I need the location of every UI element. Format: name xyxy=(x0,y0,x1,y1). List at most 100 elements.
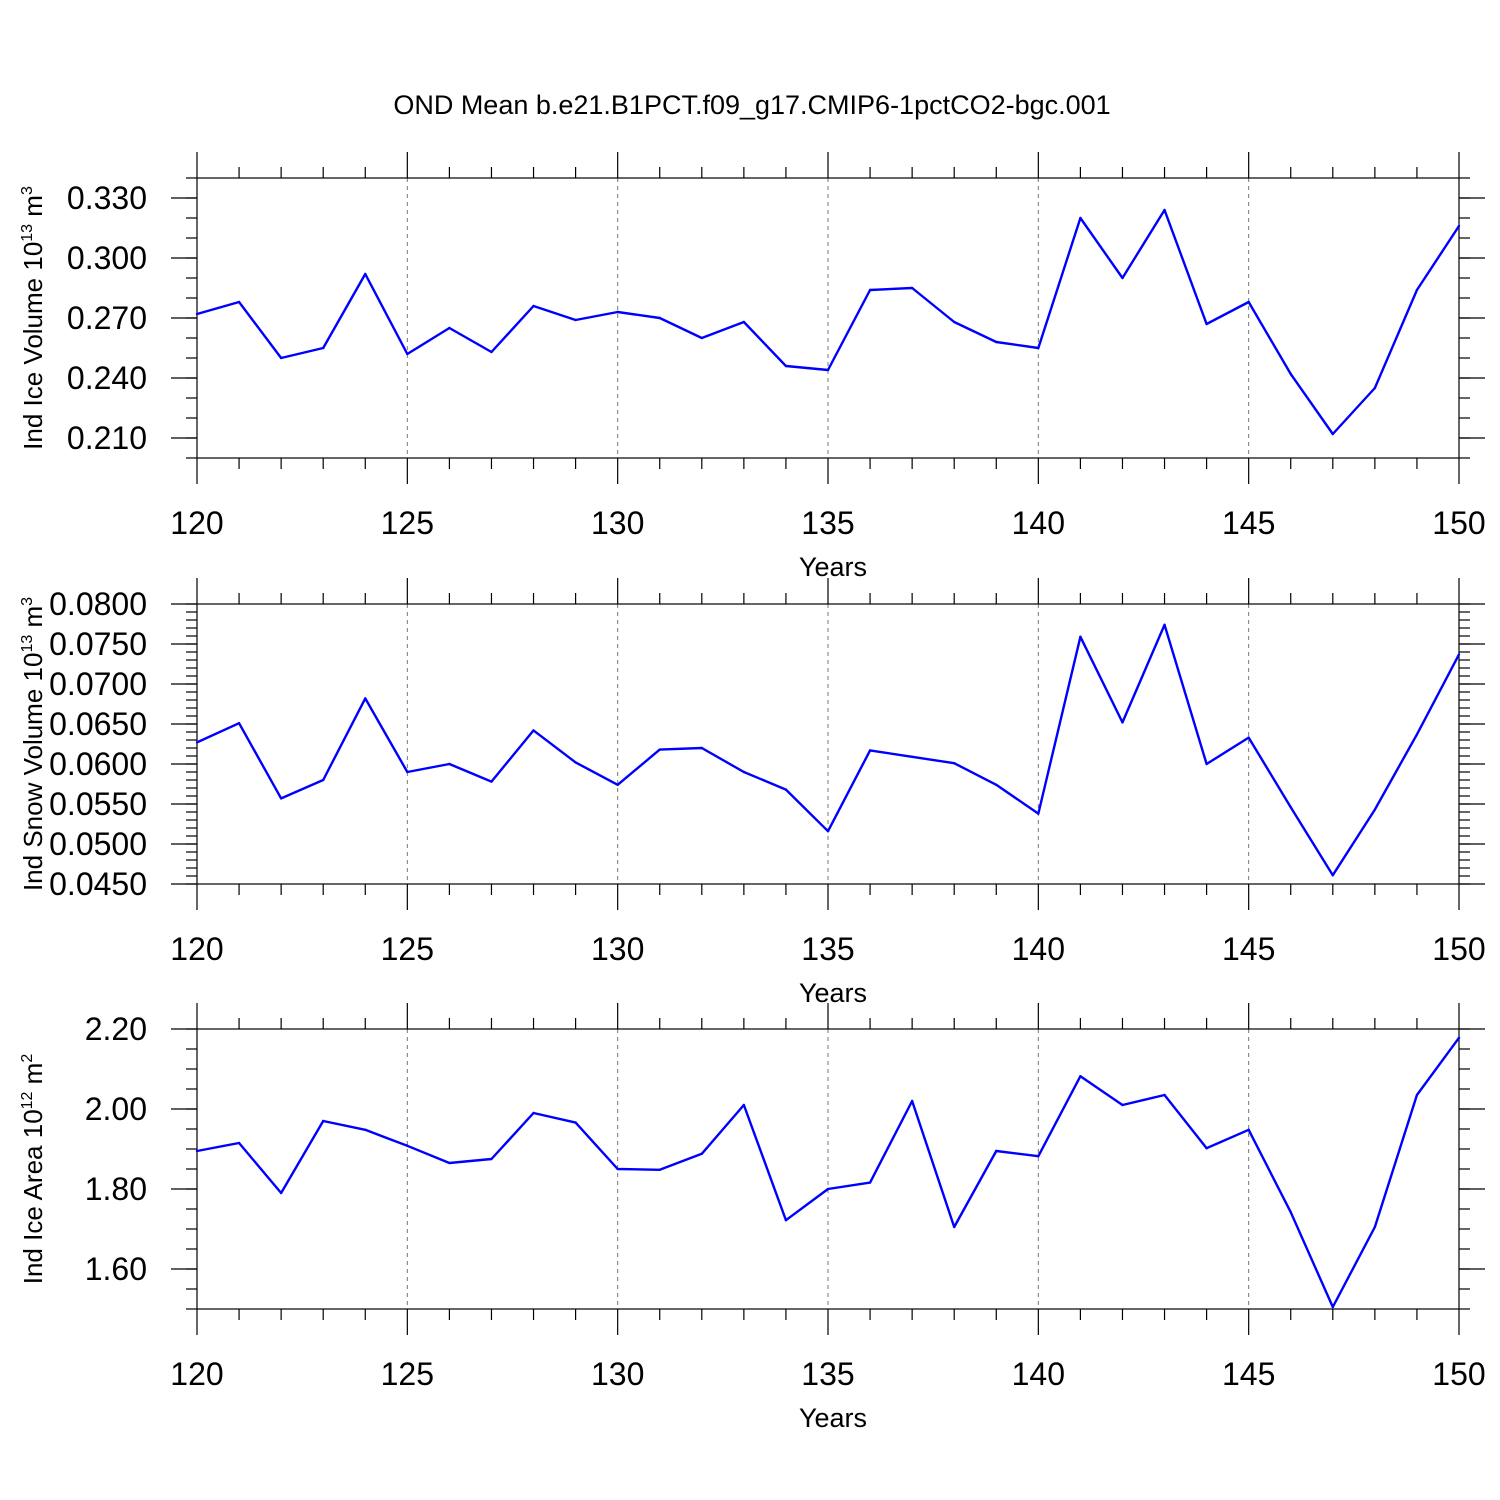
x-tick-label: 140 xyxy=(1012,1356,1065,1392)
y-tick-label: 1.80 xyxy=(85,1171,147,1207)
data-point xyxy=(784,364,788,368)
data-point xyxy=(616,1167,619,1171)
x-tick-label: 145 xyxy=(1222,505,1275,541)
data-point xyxy=(195,312,199,316)
data-point xyxy=(616,310,619,314)
data-point xyxy=(868,749,872,752)
data-point xyxy=(322,778,325,782)
data-point xyxy=(1457,1036,1461,1040)
x-axis-label: Years xyxy=(799,552,867,582)
data-point xyxy=(574,761,577,764)
data-point xyxy=(742,1103,746,1107)
data-point xyxy=(364,697,367,700)
x-tick-label: 150 xyxy=(1432,931,1485,967)
x-tick-label: 145 xyxy=(1222,931,1275,967)
data-point xyxy=(616,783,619,786)
x-tick-label: 130 xyxy=(591,505,644,541)
data-point xyxy=(658,1168,661,1172)
data-point xyxy=(1163,1093,1166,1097)
data-point xyxy=(700,336,703,340)
x-tick-label: 150 xyxy=(1432,1356,1485,1392)
data-point xyxy=(448,1161,451,1165)
x-tick-label: 125 xyxy=(381,931,434,967)
data-point xyxy=(406,770,409,774)
data-point xyxy=(1373,1225,1377,1229)
data-point xyxy=(910,286,914,290)
chart-title: OND Mean b.e21.B1PCT.f09_g17.CMIP6-1pctC… xyxy=(393,90,1110,120)
y-tick-label: 0.300 xyxy=(67,240,147,276)
y-tick-label: 0.330 xyxy=(67,180,147,216)
panel-1: 120 125 130 135 140 145 150 Years 0.210 0.240 0.27… xyxy=(18,152,1486,582)
data-point xyxy=(1289,806,1292,809)
x-tick-label: 125 xyxy=(381,1356,434,1392)
y-tick-label: 0.0800 xyxy=(49,586,147,622)
x-tick-label: 130 xyxy=(591,1356,644,1392)
data-point xyxy=(364,1128,367,1132)
data-point xyxy=(1457,224,1461,228)
data-point xyxy=(574,1121,577,1124)
data-point xyxy=(953,1225,956,1229)
y-axis-label: Ind Ice Area 1012 m2 xyxy=(18,1054,48,1285)
x-tick-label: 140 xyxy=(1012,505,1065,541)
data-point xyxy=(237,722,241,725)
data-point xyxy=(532,1111,535,1115)
data-point xyxy=(1247,1128,1250,1132)
data-point xyxy=(1331,874,1335,877)
data-point xyxy=(490,1157,493,1161)
data-point xyxy=(995,340,998,344)
y-tick-label: 0.270 xyxy=(67,300,147,336)
data-point xyxy=(1205,762,1208,766)
data-point xyxy=(1415,1093,1419,1097)
data-point xyxy=(279,1191,283,1195)
data-point xyxy=(195,741,199,744)
data-point xyxy=(868,288,872,292)
y-tick-label: 0.210 xyxy=(67,420,147,456)
data-point xyxy=(1331,432,1335,436)
y-tick-label: 0.0550 xyxy=(49,786,147,822)
x-tick-label: 135 xyxy=(801,1356,854,1392)
x-axis-label: Years xyxy=(799,978,867,1008)
x-tick-label: 145 xyxy=(1222,1356,1275,1392)
data-point xyxy=(1121,276,1124,280)
data-point xyxy=(742,320,746,324)
x-tick-label: 120 xyxy=(170,931,223,967)
data-point xyxy=(1121,721,1124,724)
data-point xyxy=(658,316,661,320)
y-axis-label: Ind Ice Volume 1013 m3 xyxy=(18,186,48,450)
y-tick-label: 0.240 xyxy=(67,360,147,396)
data-point xyxy=(1415,288,1419,292)
data-point xyxy=(742,770,746,774)
x-tick-label: 120 xyxy=(170,505,223,541)
x-tick-label: 140 xyxy=(1012,931,1065,967)
data-point xyxy=(1037,346,1040,350)
data-point xyxy=(658,748,661,751)
data-point xyxy=(1163,208,1166,212)
x-tick-label: 135 xyxy=(801,931,854,967)
y-tick-label: 0.0750 xyxy=(49,626,147,662)
data-point xyxy=(1205,1147,1208,1150)
data-point xyxy=(784,788,788,791)
x-axis-label: Years xyxy=(799,1403,867,1433)
data-point xyxy=(1373,386,1377,390)
x-tick-label: 120 xyxy=(170,1356,223,1392)
data-point xyxy=(995,783,998,786)
data-point xyxy=(1289,372,1292,376)
data-point xyxy=(406,352,409,356)
data-point xyxy=(1373,808,1377,811)
panel-3: 120 125 130 135 140 145 150 Years 1.60 1.80 2.00 2.… xyxy=(18,1003,1486,1433)
data-point xyxy=(910,1099,914,1103)
data-point xyxy=(195,1149,199,1153)
data-point xyxy=(322,1119,325,1123)
data-point xyxy=(237,1141,241,1145)
data-point xyxy=(868,1181,872,1184)
data-point xyxy=(910,755,914,758)
data-point xyxy=(1415,733,1419,736)
x-tick-label: 125 xyxy=(381,505,434,541)
data-point xyxy=(279,797,283,800)
data-point xyxy=(700,746,703,750)
data-point xyxy=(1079,216,1082,220)
data-point xyxy=(700,1152,703,1156)
y-tick-label: 0.0650 xyxy=(49,706,147,742)
data-point xyxy=(1079,1075,1082,1078)
